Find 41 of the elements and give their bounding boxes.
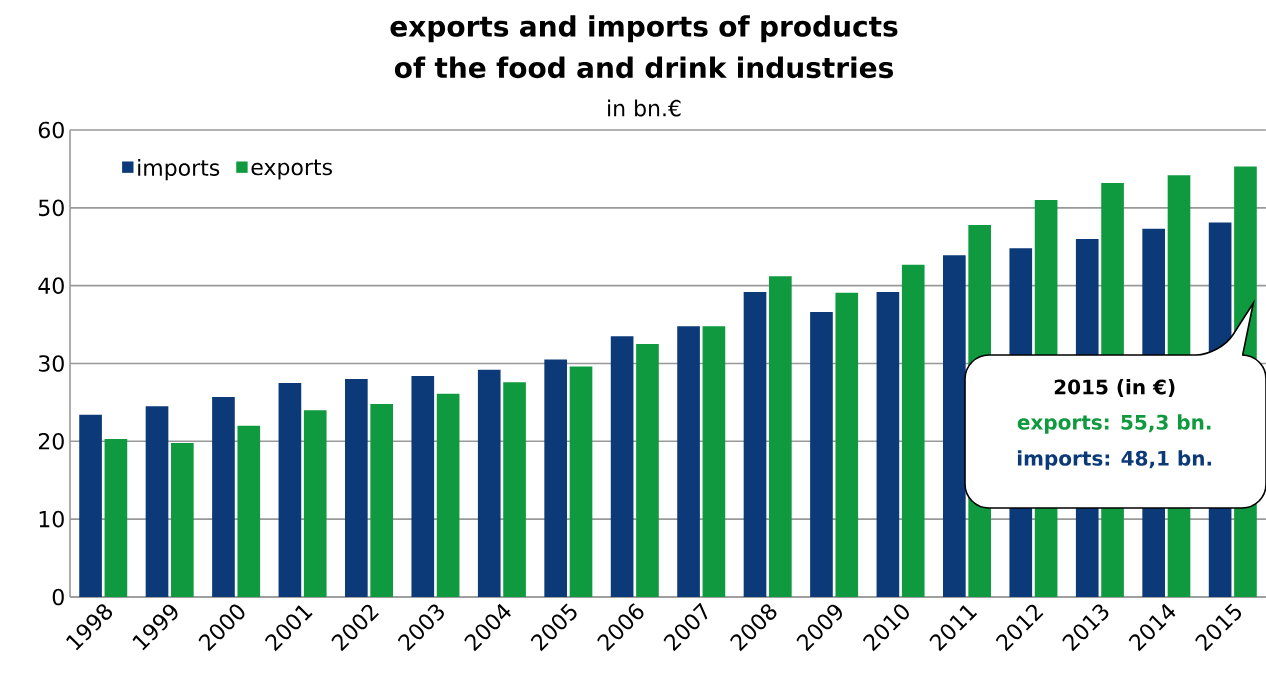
bar bbox=[636, 344, 659, 597]
bar bbox=[171, 442, 194, 597]
bar bbox=[104, 438, 128, 597]
bar bbox=[345, 379, 368, 597]
bar bbox=[544, 359, 568, 597]
y-tick-label: 40 bbox=[38, 277, 64, 294]
bar bbox=[943, 255, 966, 597]
bar bbox=[677, 326, 700, 597]
y-tick-label: 30 bbox=[38, 355, 64, 372]
y-tick-label: 60 bbox=[38, 121, 64, 139]
y-tick-label: 50 bbox=[39, 199, 64, 217]
bar bbox=[901, 264, 925, 597]
bar bbox=[769, 276, 792, 597]
bar bbox=[237, 425, 261, 597]
chart-subtitle: in bn.€ bbox=[608, 99, 681, 117]
y-tick-label: 10 bbox=[39, 510, 64, 528]
chart-title: exports and imports of products of the food and drink industries bbox=[390, 15, 898, 79]
bar bbox=[212, 396, 235, 597]
bar bbox=[145, 406, 169, 597]
bar bbox=[436, 393, 460, 597]
bar bbox=[503, 382, 526, 597]
bar bbox=[743, 291, 767, 597]
y-tick-label: 0 bbox=[52, 588, 64, 606]
annotation: exports: 55,3 bn. bbox=[1017, 414, 1211, 434]
bar bbox=[278, 382, 302, 597]
legend-label: imports bbox=[138, 158, 220, 181]
bar bbox=[702, 326, 726, 597]
bar bbox=[569, 366, 593, 597]
bar bbox=[79, 414, 102, 597]
bar bbox=[370, 403, 394, 597]
bar bbox=[411, 375, 435, 597]
bar bbox=[810, 312, 833, 597]
bar bbox=[477, 369, 501, 597]
bar bbox=[303, 410, 327, 597]
bar bbox=[610, 336, 634, 597]
annotation: imports: 48,1 bn. bbox=[1017, 450, 1212, 470]
legend-label: exports bbox=[251, 159, 332, 180]
bar bbox=[835, 292, 859, 597]
annotation: 2015 (in €) bbox=[1054, 379, 1175, 397]
y-tick-label: 20 bbox=[38, 433, 64, 450]
bar bbox=[876, 291, 900, 597]
